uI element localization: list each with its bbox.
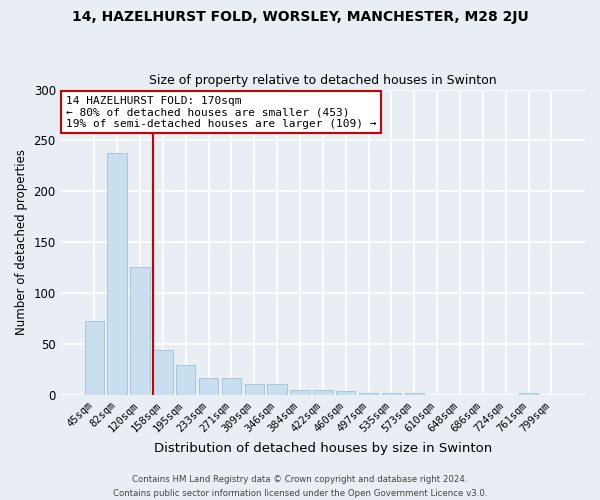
Bar <box>221 378 241 395</box>
Bar <box>130 267 149 395</box>
Bar <box>404 393 424 395</box>
Text: 14, HAZELHURST FOLD, WORSLEY, MANCHESTER, M28 2JU: 14, HAZELHURST FOLD, WORSLEY, MANCHESTER… <box>71 10 529 24</box>
Bar <box>268 384 287 395</box>
Bar <box>519 393 538 395</box>
Bar <box>313 390 332 395</box>
X-axis label: Distribution of detached houses by size in Swinton: Distribution of detached houses by size … <box>154 442 492 455</box>
Bar <box>176 364 196 395</box>
Bar <box>85 321 104 395</box>
Text: Contains HM Land Registry data © Crown copyright and database right 2024.
Contai: Contains HM Land Registry data © Crown c… <box>113 476 487 498</box>
Bar <box>382 393 401 395</box>
Bar <box>199 378 218 395</box>
Bar <box>245 384 264 395</box>
Bar <box>359 393 378 395</box>
Bar <box>107 152 127 395</box>
Bar <box>153 350 173 395</box>
Bar <box>336 391 355 395</box>
Y-axis label: Number of detached properties: Number of detached properties <box>15 150 28 336</box>
Title: Size of property relative to detached houses in Swinton: Size of property relative to detached ho… <box>149 74 497 87</box>
Text: 14 HAZELHURST FOLD: 170sqm
← 80% of detached houses are smaller (453)
19% of sem: 14 HAZELHURST FOLD: 170sqm ← 80% of deta… <box>66 96 376 129</box>
Bar <box>290 390 310 395</box>
